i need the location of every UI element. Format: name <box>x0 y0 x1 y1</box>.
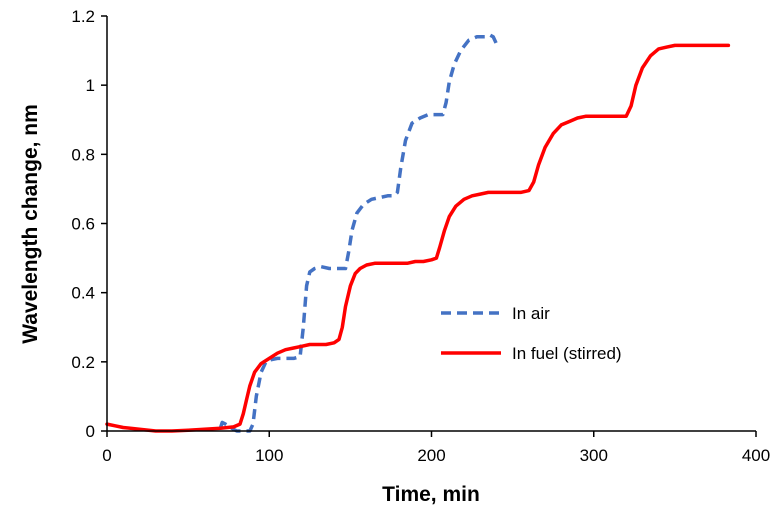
ticks-layer: 0 100 200 300 400 0 0.2 0.4 0.6 0.8 1 1.2 <box>71 7 770 465</box>
axes-layer <box>106 16 756 432</box>
y-tick-label: 0.6 <box>71 215 95 234</box>
legend: In air In fuel (stirred) <box>441 304 622 363</box>
y-tick-label: 1.2 <box>71 7 95 26</box>
x-tick-label: 200 <box>417 446 445 465</box>
legend-label-in-fuel: In fuel (stirred) <box>512 344 622 363</box>
y-tick-label: 0.8 <box>71 145 95 164</box>
y-tick-label: 0.2 <box>71 353 95 372</box>
x-axis-title: Time, min <box>382 483 480 506</box>
x-tick-label: 100 <box>255 446 283 465</box>
y-tick-label: 0.4 <box>71 284 95 303</box>
x-tick-label: 400 <box>742 446 770 465</box>
series-line-in-fuel <box>105 43 731 433</box>
series-line-in-air <box>218 33 498 433</box>
y-tick-label: 0 <box>86 422 95 441</box>
series-layer <box>105 33 731 433</box>
y-tick-label: 1 <box>86 76 95 95</box>
x-tick-label: 300 <box>580 446 608 465</box>
legend-label-in-air: In air <box>512 304 550 323</box>
x-tick-label: 0 <box>102 446 111 465</box>
y-axis-title: Wavelength change, nm <box>19 104 42 344</box>
